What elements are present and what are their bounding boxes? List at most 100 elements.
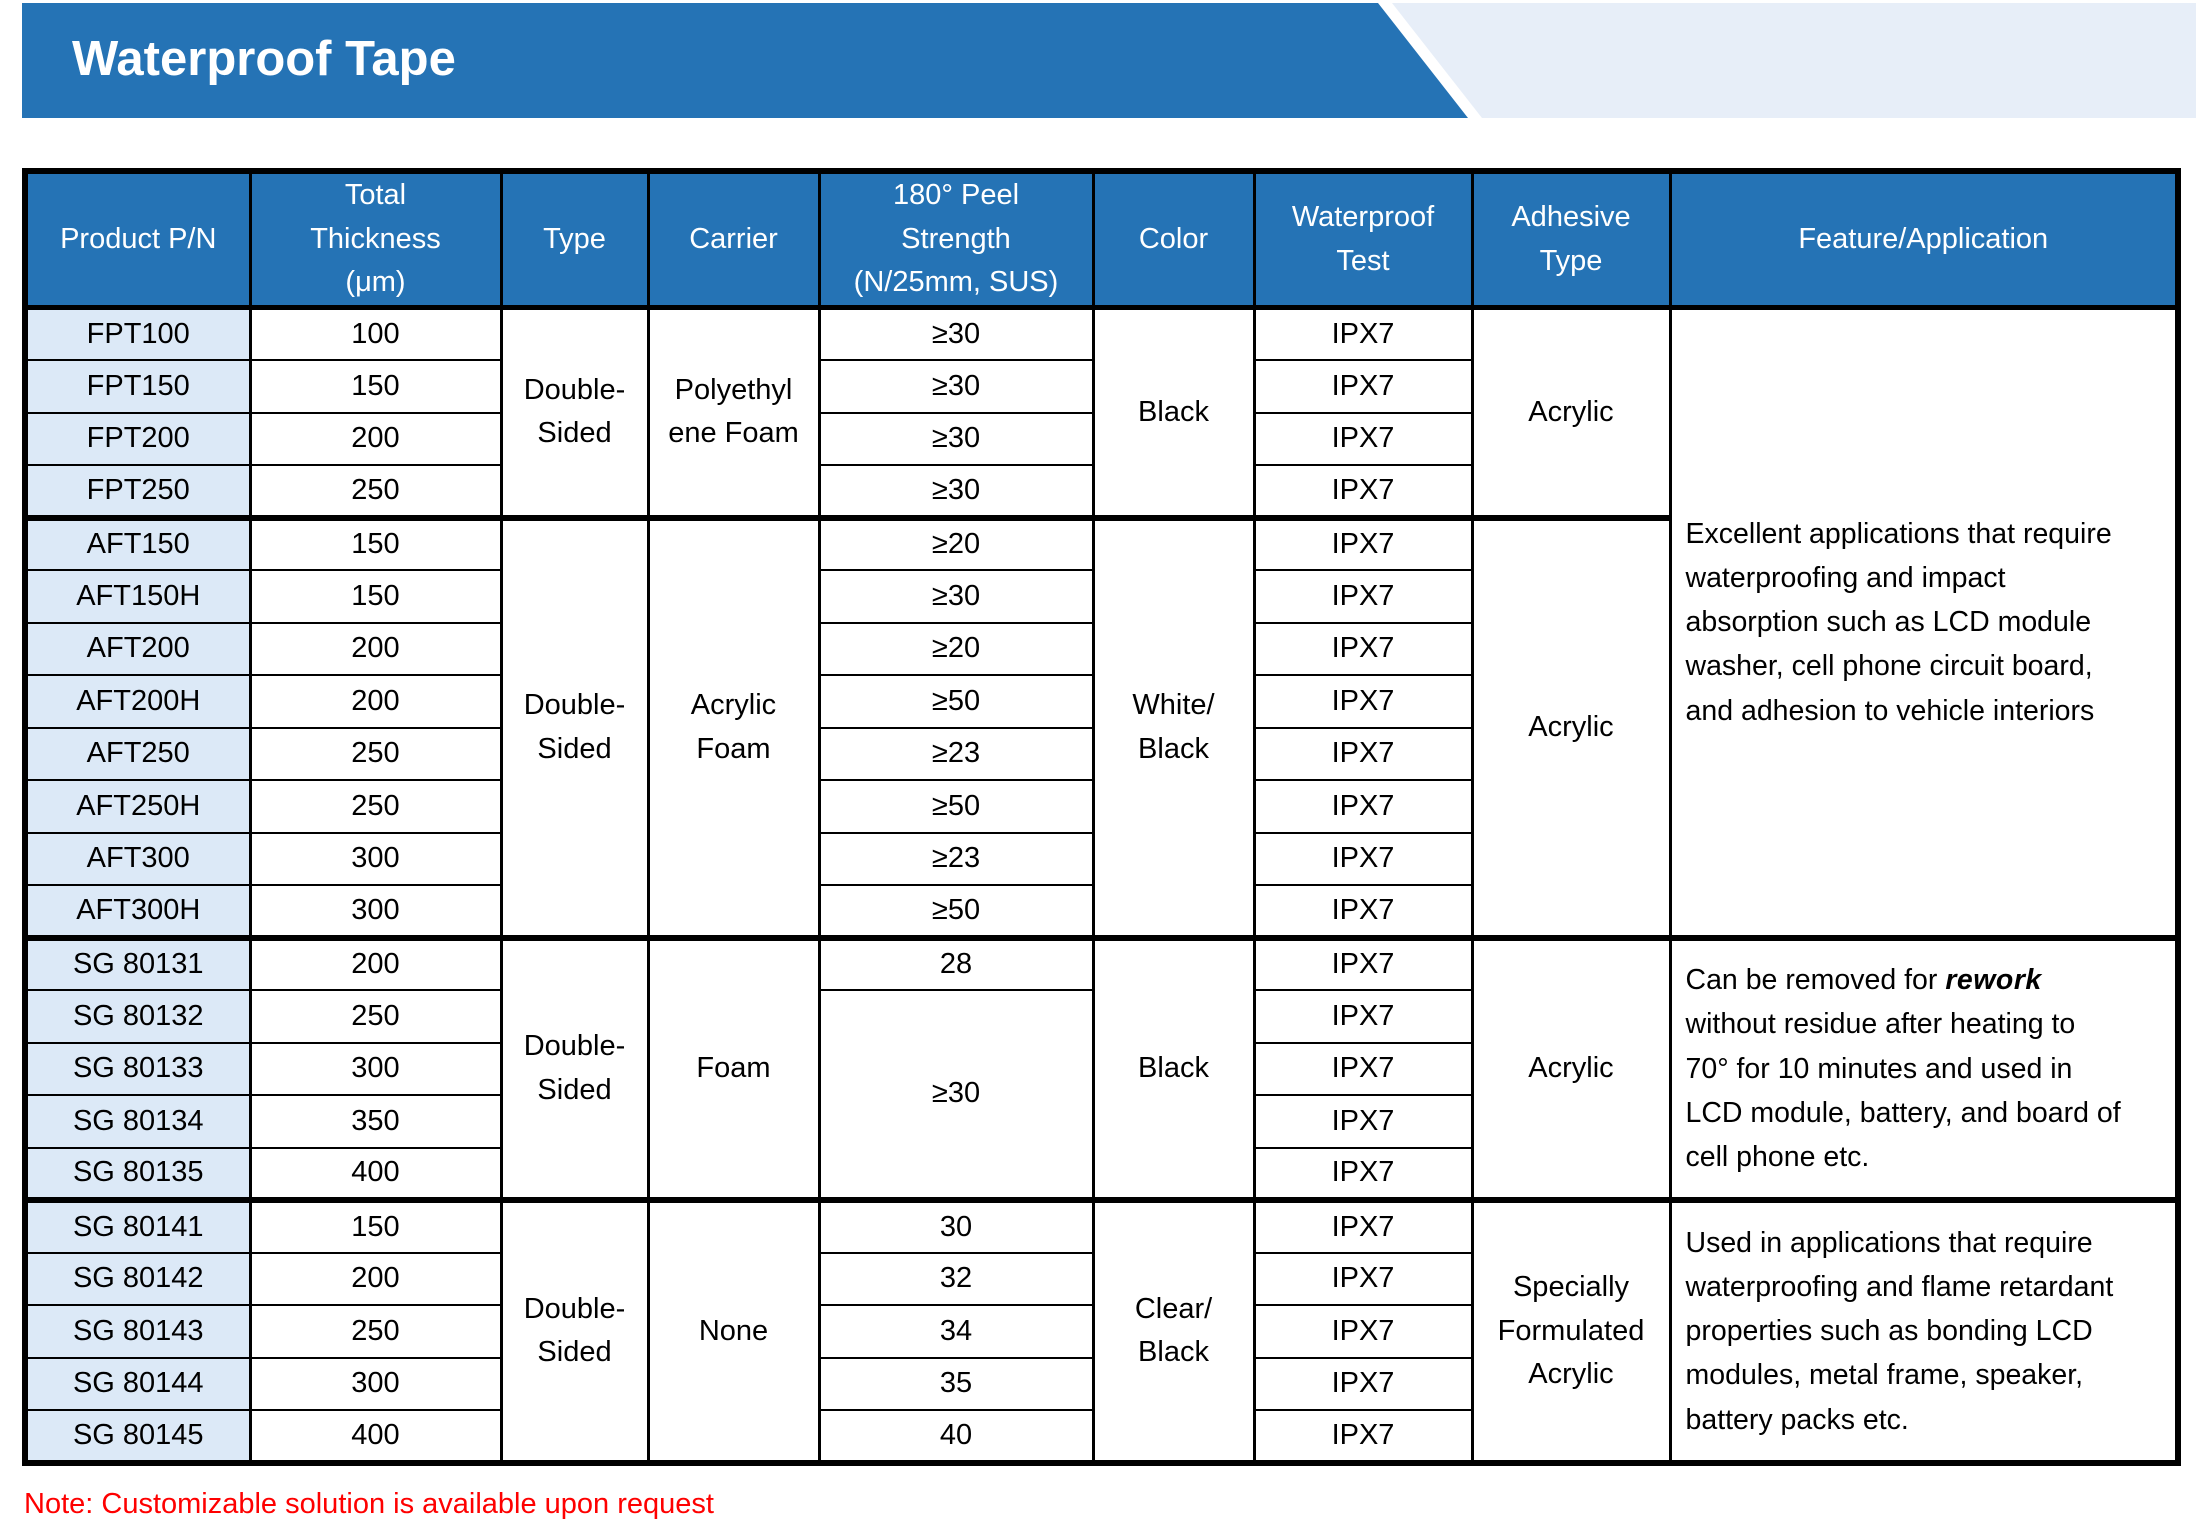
col-header-adhesive-type: Adhesive Type <box>1470 170 1672 310</box>
cell-waterproof-test: IPX7 <box>1252 569 1474 624</box>
cell-waterproof-test: IPX7 <box>1252 989 1474 1044</box>
cell-feature: Excellent applications that require wate… <box>1668 306 2180 939</box>
cell-waterproof-test: IPX7 <box>1252 1409 1474 1464</box>
cell-waterproof-test: IPX7 <box>1252 306 1474 361</box>
col-header-type: Type <box>499 170 650 310</box>
cell-waterproof-test: IPX7 <box>1252 359 1474 414</box>
cell-waterproof-test: IPX7 <box>1252 831 1474 886</box>
cell-waterproof-test: IPX7 <box>1252 621 1474 676</box>
cell-thickness: 300 <box>248 831 503 886</box>
cell-thickness: 150 <box>248 569 503 624</box>
cell-waterproof-test: IPX7 <box>1252 884 1474 939</box>
cell-carrier: Foam <box>646 934 821 1201</box>
cell-thickness: 250 <box>248 989 503 1044</box>
cell-peel: ≥30 <box>817 359 1095 414</box>
cell-product-pn: AFT200 <box>23 621 252 676</box>
footnote: Note: Customizable solution is available… <box>24 1488 714 1520</box>
cell-thickness: 200 <box>248 621 503 676</box>
col-header-product: Product P/N <box>23 170 252 310</box>
cell-product-pn: SG 80144 <box>23 1356 252 1411</box>
cell-peel: ≥30 <box>817 411 1095 466</box>
col-header-color: Color <box>1091 170 1256 310</box>
table-row: SG 80143 250 34 IPX7 <box>23 1304 2178 1359</box>
table-row: FPT200 200 ≥30 IPX7 <box>23 411 2178 466</box>
table-row: AFT150H 150 ≥30 IPX7 <box>23 569 2178 624</box>
cell-peel: ≥30 <box>817 464 1095 519</box>
cell-waterproof-test: IPX7 <box>1252 464 1474 519</box>
cell-carrier: Polyethyl ene Foam <box>646 306 821 519</box>
col-header-carrier: Carrier <box>646 170 821 310</box>
cell-thickness: 200 <box>248 411 503 466</box>
product-table: Product P/N Total Thickness (μm) Type Ca… <box>22 168 2181 1466</box>
cell-peel: 35 <box>817 1356 1095 1411</box>
cell-product-pn: SG 80132 <box>23 989 252 1044</box>
cell-thickness: 300 <box>248 1356 503 1411</box>
cell-product-pn: AFT150 <box>23 514 252 571</box>
cell-thickness: 150 <box>248 514 503 571</box>
cell-product-pn: SG 80145 <box>23 1409 252 1464</box>
col-header-peel-strength: 180° Peel Strength (N/25mm, SUS) <box>817 170 1095 310</box>
cell-adhesive: Acrylic <box>1470 514 1672 939</box>
cell-peel: 34 <box>817 1304 1095 1359</box>
cell-thickness: 200 <box>248 674 503 729</box>
cell-product-pn: SG 80133 <box>23 1041 252 1096</box>
cell-waterproof-test: IPX7 <box>1252 1251 1474 1306</box>
cell-color: White/ Black <box>1091 514 1256 939</box>
cell-peel: 32 <box>817 1251 1095 1306</box>
cell-color: Black <box>1091 306 1256 519</box>
cell-peel: ≥50 <box>817 779 1095 834</box>
cell-waterproof-test: IPX7 <box>1252 674 1474 729</box>
table-row: AFT300H 300 ≥50 IPX7 <box>23 884 2178 939</box>
header-row: Product P/N Total Thickness (μm) Type Ca… <box>23 170 2180 310</box>
cell-color: Black <box>1091 934 1256 1201</box>
table-row: SG 80132 250 ≥30 IPX7 <box>23 989 2178 1201</box>
banner: Waterproof Tape <box>22 3 1468 118</box>
cell-peel: ≥20 <box>817 514 1095 571</box>
page-title: Waterproof Tape <box>72 32 456 86</box>
table-row: SG 80133 300 IPX7 <box>23 1041 2178 1096</box>
cell-adhesive: Acrylic <box>1470 934 1672 1201</box>
cell-peel: ≥23 <box>817 726 1095 781</box>
cell-product-pn: SG 80141 <box>23 1197 252 1254</box>
table-row: AFT200 200 ≥20 IPX7 <box>23 621 2178 676</box>
cell-waterproof-test: IPX7 <box>1252 779 1474 834</box>
cell-thickness: 150 <box>248 1197 503 1254</box>
cell-adhesive: Acrylic <box>1470 306 1672 519</box>
cell-thickness: 300 <box>248 1041 503 1096</box>
cell-type: Double- Sided <box>499 934 650 1201</box>
cell-thickness: 150 <box>248 359 503 414</box>
cell-peel: ≥50 <box>817 884 1095 939</box>
cell-thickness: 400 <box>248 1409 503 1464</box>
table-row: FPT250 250 ≥30 IPX7 <box>23 464 2178 519</box>
cell-type: Double- Sided <box>499 306 650 519</box>
cell-thickness: 200 <box>248 1251 503 1306</box>
banner-accent-shape <box>1392 3 2196 118</box>
table-row: FPT100 100 Double- Sided Polyethyl ene F… <box>23 306 2180 939</box>
cell-thickness: 250 <box>248 726 503 781</box>
table-row: SG 80141 150 Double- Sided None 30 Clear… <box>23 1197 2180 1464</box>
cell-product-pn: AFT300 <box>23 831 252 886</box>
cell-waterproof-test: IPX7 <box>1252 514 1474 571</box>
table-row: AFT300 300 ≥23 IPX7 <box>23 831 2178 886</box>
cell-product-pn: SG 80142 <box>23 1251 252 1306</box>
table-row: SG 80145 400 40 IPX7 <box>23 1409 2178 1464</box>
table-row: SG 80134 350 IPX7 <box>23 1094 2178 1149</box>
cell-thickness: 350 <box>248 1094 503 1149</box>
col-header-thickness: Total Thickness (μm) <box>248 170 503 310</box>
cell-waterproof-test: IPX7 <box>1252 411 1474 466</box>
cell-carrier: None <box>646 1197 821 1464</box>
feature-text-emphasis: rework <box>1945 964 2042 997</box>
table-row: SG 80131 200 Double- Sided Foam 28 Black… <box>23 934 2180 1201</box>
cell-waterproof-test: IPX7 <box>1252 1094 1474 1149</box>
cell-peel: 30 <box>817 1197 1095 1254</box>
cell-waterproof-test: IPX7 <box>1252 726 1474 781</box>
cell-adhesive: Specially Formulated Acrylic <box>1470 1197 1672 1464</box>
cell-product-pn: FPT100 <box>23 306 252 361</box>
cell-thickness: 250 <box>248 1304 503 1359</box>
table-row: AFT200H 200 ≥50 IPX7 <box>23 674 2178 729</box>
cell-thickness: 300 <box>248 884 503 939</box>
cell-waterproof-test: IPX7 <box>1252 1146 1474 1201</box>
cell-type: Double- Sided <box>499 514 650 939</box>
table-row: SG 80142 200 32 IPX7 <box>23 1251 2178 1306</box>
cell-thickness: 200 <box>248 934 503 991</box>
